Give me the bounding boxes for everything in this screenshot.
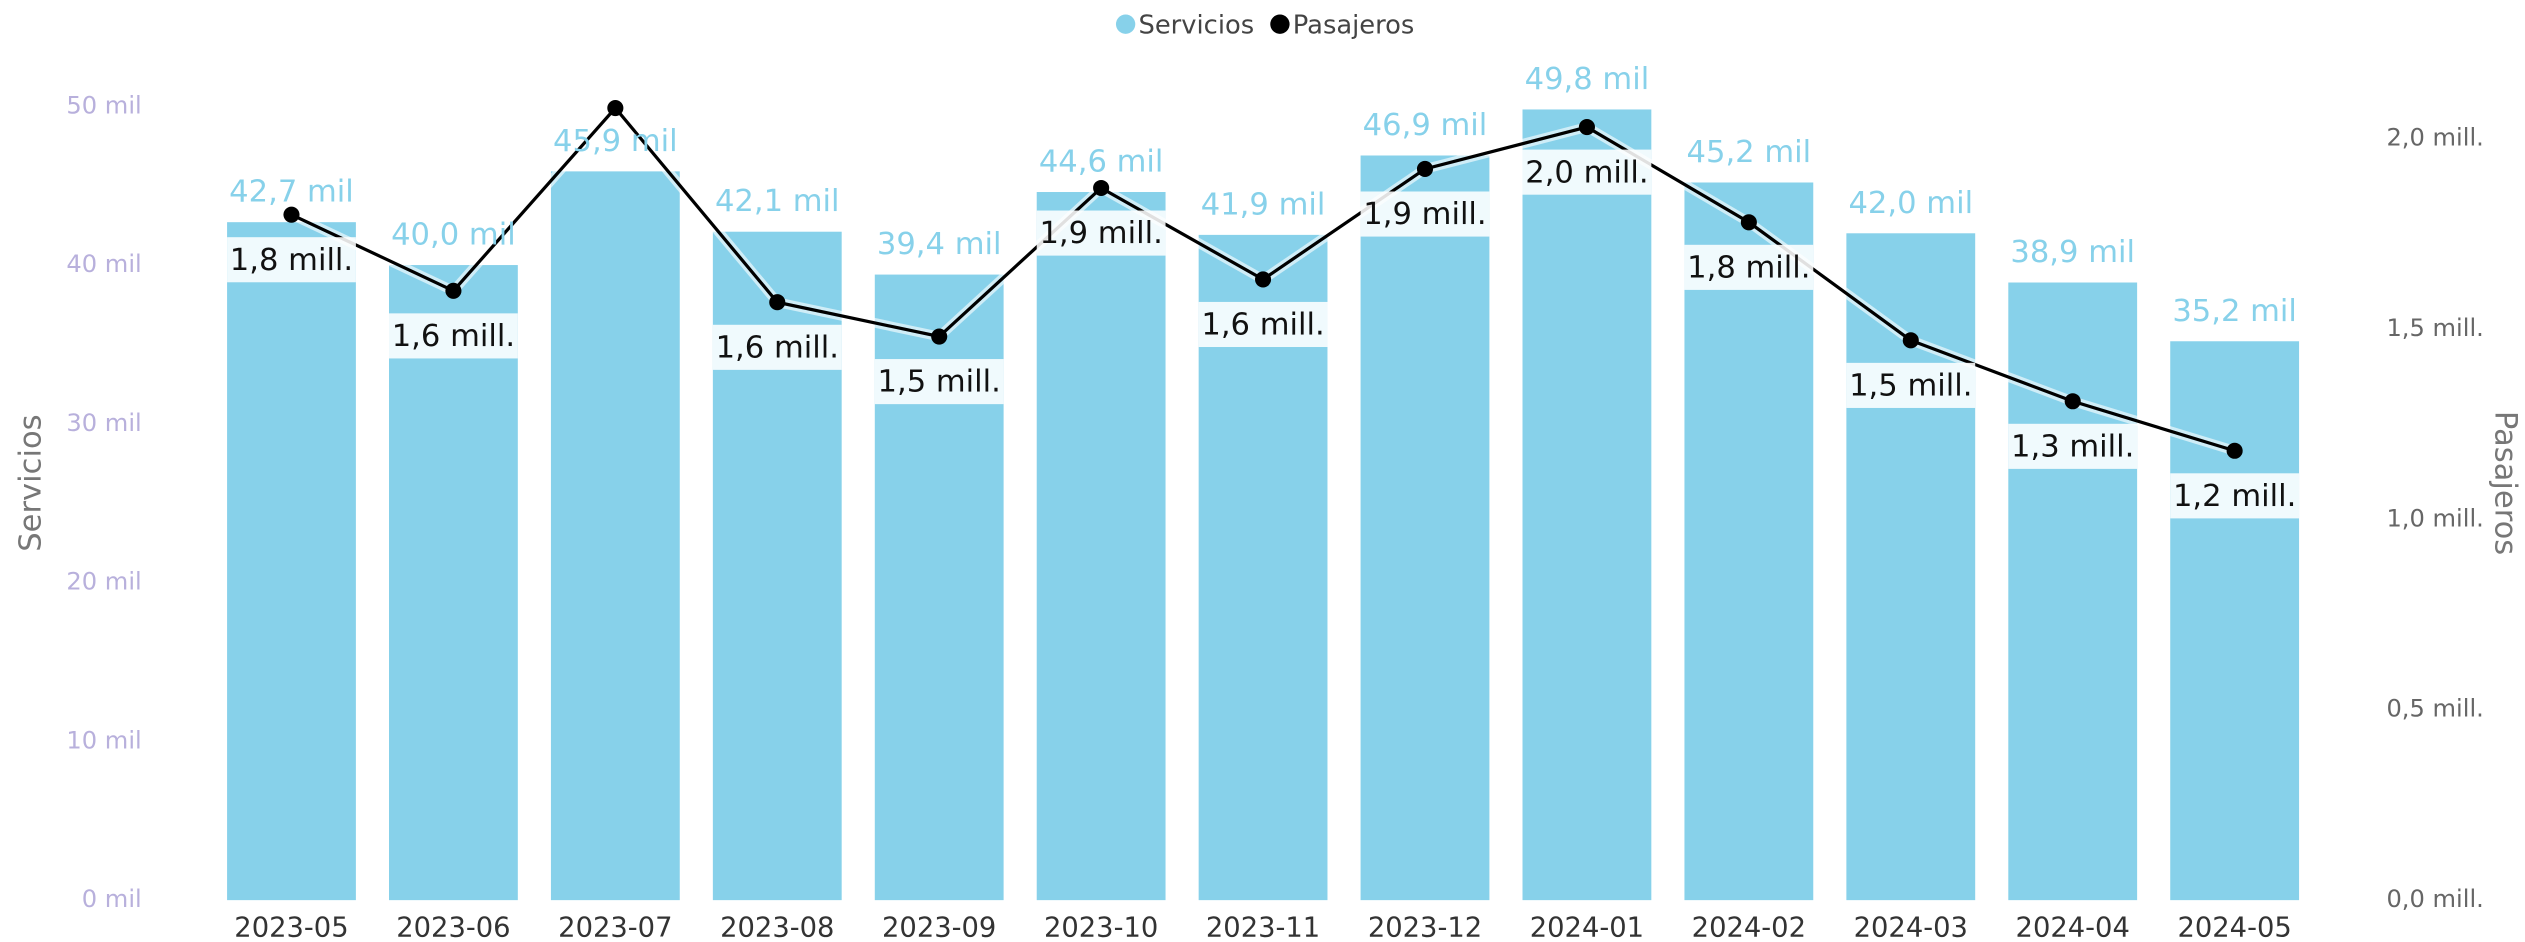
line-value-label: 2,0 mill. xyxy=(1525,155,1648,190)
line-point xyxy=(607,99,624,117)
bar-value-label: 46,9 mil xyxy=(1363,108,1488,143)
x-tick-label: 2023-05 xyxy=(234,913,348,942)
bar xyxy=(227,222,356,901)
line-point xyxy=(1416,160,1434,177)
line-value-label: 1,2 mill. xyxy=(2173,479,2296,514)
y-tick-label: 10 mil xyxy=(66,726,141,754)
line-value-label: 1,8 mill. xyxy=(230,243,353,278)
bar xyxy=(389,265,518,901)
line-point xyxy=(1902,332,1919,349)
x-tick-label: 2024-03 xyxy=(1854,913,1968,942)
line-point xyxy=(1740,214,1757,231)
x-tick-label: 2024-01 xyxy=(1530,913,1644,942)
line-value-label: 1,3 mill. xyxy=(2011,429,2134,464)
line-point xyxy=(931,328,948,345)
y-tick-label: 30 mil xyxy=(66,409,141,437)
y2-tick-label: 1,0 mill. xyxy=(2386,504,2483,532)
y-tick-label: 0 mil xyxy=(82,885,142,913)
line-point xyxy=(445,282,462,299)
y2-tick-label: 0,5 mill. xyxy=(2386,695,2483,723)
bar-value-label: 35,2 mil xyxy=(2172,294,2297,329)
bar-value-label: 45,2 mil xyxy=(1687,135,1812,170)
value-label-box xyxy=(2170,473,2300,519)
value-label-box xyxy=(227,237,356,283)
bar-value-label: 40,0 mil xyxy=(391,218,516,253)
line-value-label: 1,5 mill. xyxy=(1849,369,1972,404)
line-point xyxy=(2064,393,2081,410)
y-axis-title: Servicios xyxy=(14,414,49,551)
bar xyxy=(1684,182,1814,901)
value-label-box xyxy=(1198,301,1328,348)
legend-marker xyxy=(1115,14,1136,34)
x-tick-label: 2023-12 xyxy=(1368,913,1482,942)
x-tick-label: 2024-02 xyxy=(1692,913,1806,942)
legend-label: Pasajeros xyxy=(1293,10,1415,40)
x-tick-label: 2024-04 xyxy=(2016,913,2130,942)
bar xyxy=(2008,282,2138,901)
value-label-box xyxy=(1360,191,1490,237)
line-value-label: 1,9 mill. xyxy=(1039,216,1162,251)
line-value-label: 1,6 mill. xyxy=(716,330,839,365)
x-tick-label: 2023-08 xyxy=(720,913,834,942)
line-point xyxy=(2226,442,2243,459)
value-label-box xyxy=(1684,244,1814,290)
line-value-label: 1,9 mill. xyxy=(1363,197,1486,232)
value-label-box xyxy=(2008,423,2138,469)
line-point xyxy=(1578,119,1595,136)
x-tick-label: 2023-11 xyxy=(1206,913,1320,942)
x-tick-label: 2023-09 xyxy=(882,913,996,942)
bar xyxy=(550,171,680,901)
bar-value-label: 44,6 mil xyxy=(1039,145,1164,180)
line-point xyxy=(769,294,786,311)
bar-value-label: 39,4 mil xyxy=(877,227,1002,262)
y-tick-label: 20 mil xyxy=(66,568,141,596)
bar xyxy=(1036,192,1166,901)
legend-marker xyxy=(1270,14,1290,34)
y2-tick-label: 1,5 mill. xyxy=(2386,314,2483,342)
value-label-box xyxy=(712,324,842,370)
line-point xyxy=(1255,271,1272,288)
value-label-box xyxy=(1522,149,1652,195)
bar-value-label: 42,7 mil xyxy=(229,175,354,210)
line-value-label: 1,8 mill. xyxy=(1687,250,1810,285)
x-tick-label: 2024-05 xyxy=(2177,913,2291,942)
bar xyxy=(2170,341,2300,901)
value-label-box xyxy=(1036,210,1166,256)
value-label-box xyxy=(1846,362,1976,408)
x-tick-label: 2023-06 xyxy=(396,913,510,942)
line-value-label: 1,6 mill. xyxy=(392,319,515,354)
bar xyxy=(1522,109,1652,901)
y2-axis-title: Pasajeros xyxy=(2488,411,2523,555)
bar-value-label: 42,0 mil xyxy=(1848,186,1973,221)
y2-tick-label: 2,0 mill. xyxy=(2386,123,2483,151)
y2-tick-label: 0,0 mill. xyxy=(2386,885,2483,913)
y-tick-label: 40 mil xyxy=(66,250,141,278)
line-value-label: 1,5 mill. xyxy=(878,365,1001,400)
bar xyxy=(1360,155,1490,901)
value-label-box xyxy=(874,359,1004,405)
bar-value-label: 41,9 mil xyxy=(1201,187,1326,222)
line-value-label: 1,6 mill. xyxy=(1201,308,1324,343)
x-tick-label: 2023-07 xyxy=(558,913,672,942)
bar-value-label: 38,9 mil xyxy=(2010,235,2135,270)
line-point xyxy=(283,206,300,223)
bar-value-label: 49,8 mil xyxy=(1525,62,1650,97)
line-point xyxy=(1093,179,1110,197)
bar-value-label: 42,1 mil xyxy=(715,184,840,219)
bar-value-label: 45,9 mil xyxy=(553,124,678,159)
legend-label: Servicios xyxy=(1139,10,1255,40)
value-label-box xyxy=(389,313,518,359)
x-tick-label: 2023-10 xyxy=(1044,913,1158,942)
y-tick-label: 50 mil xyxy=(66,91,141,119)
